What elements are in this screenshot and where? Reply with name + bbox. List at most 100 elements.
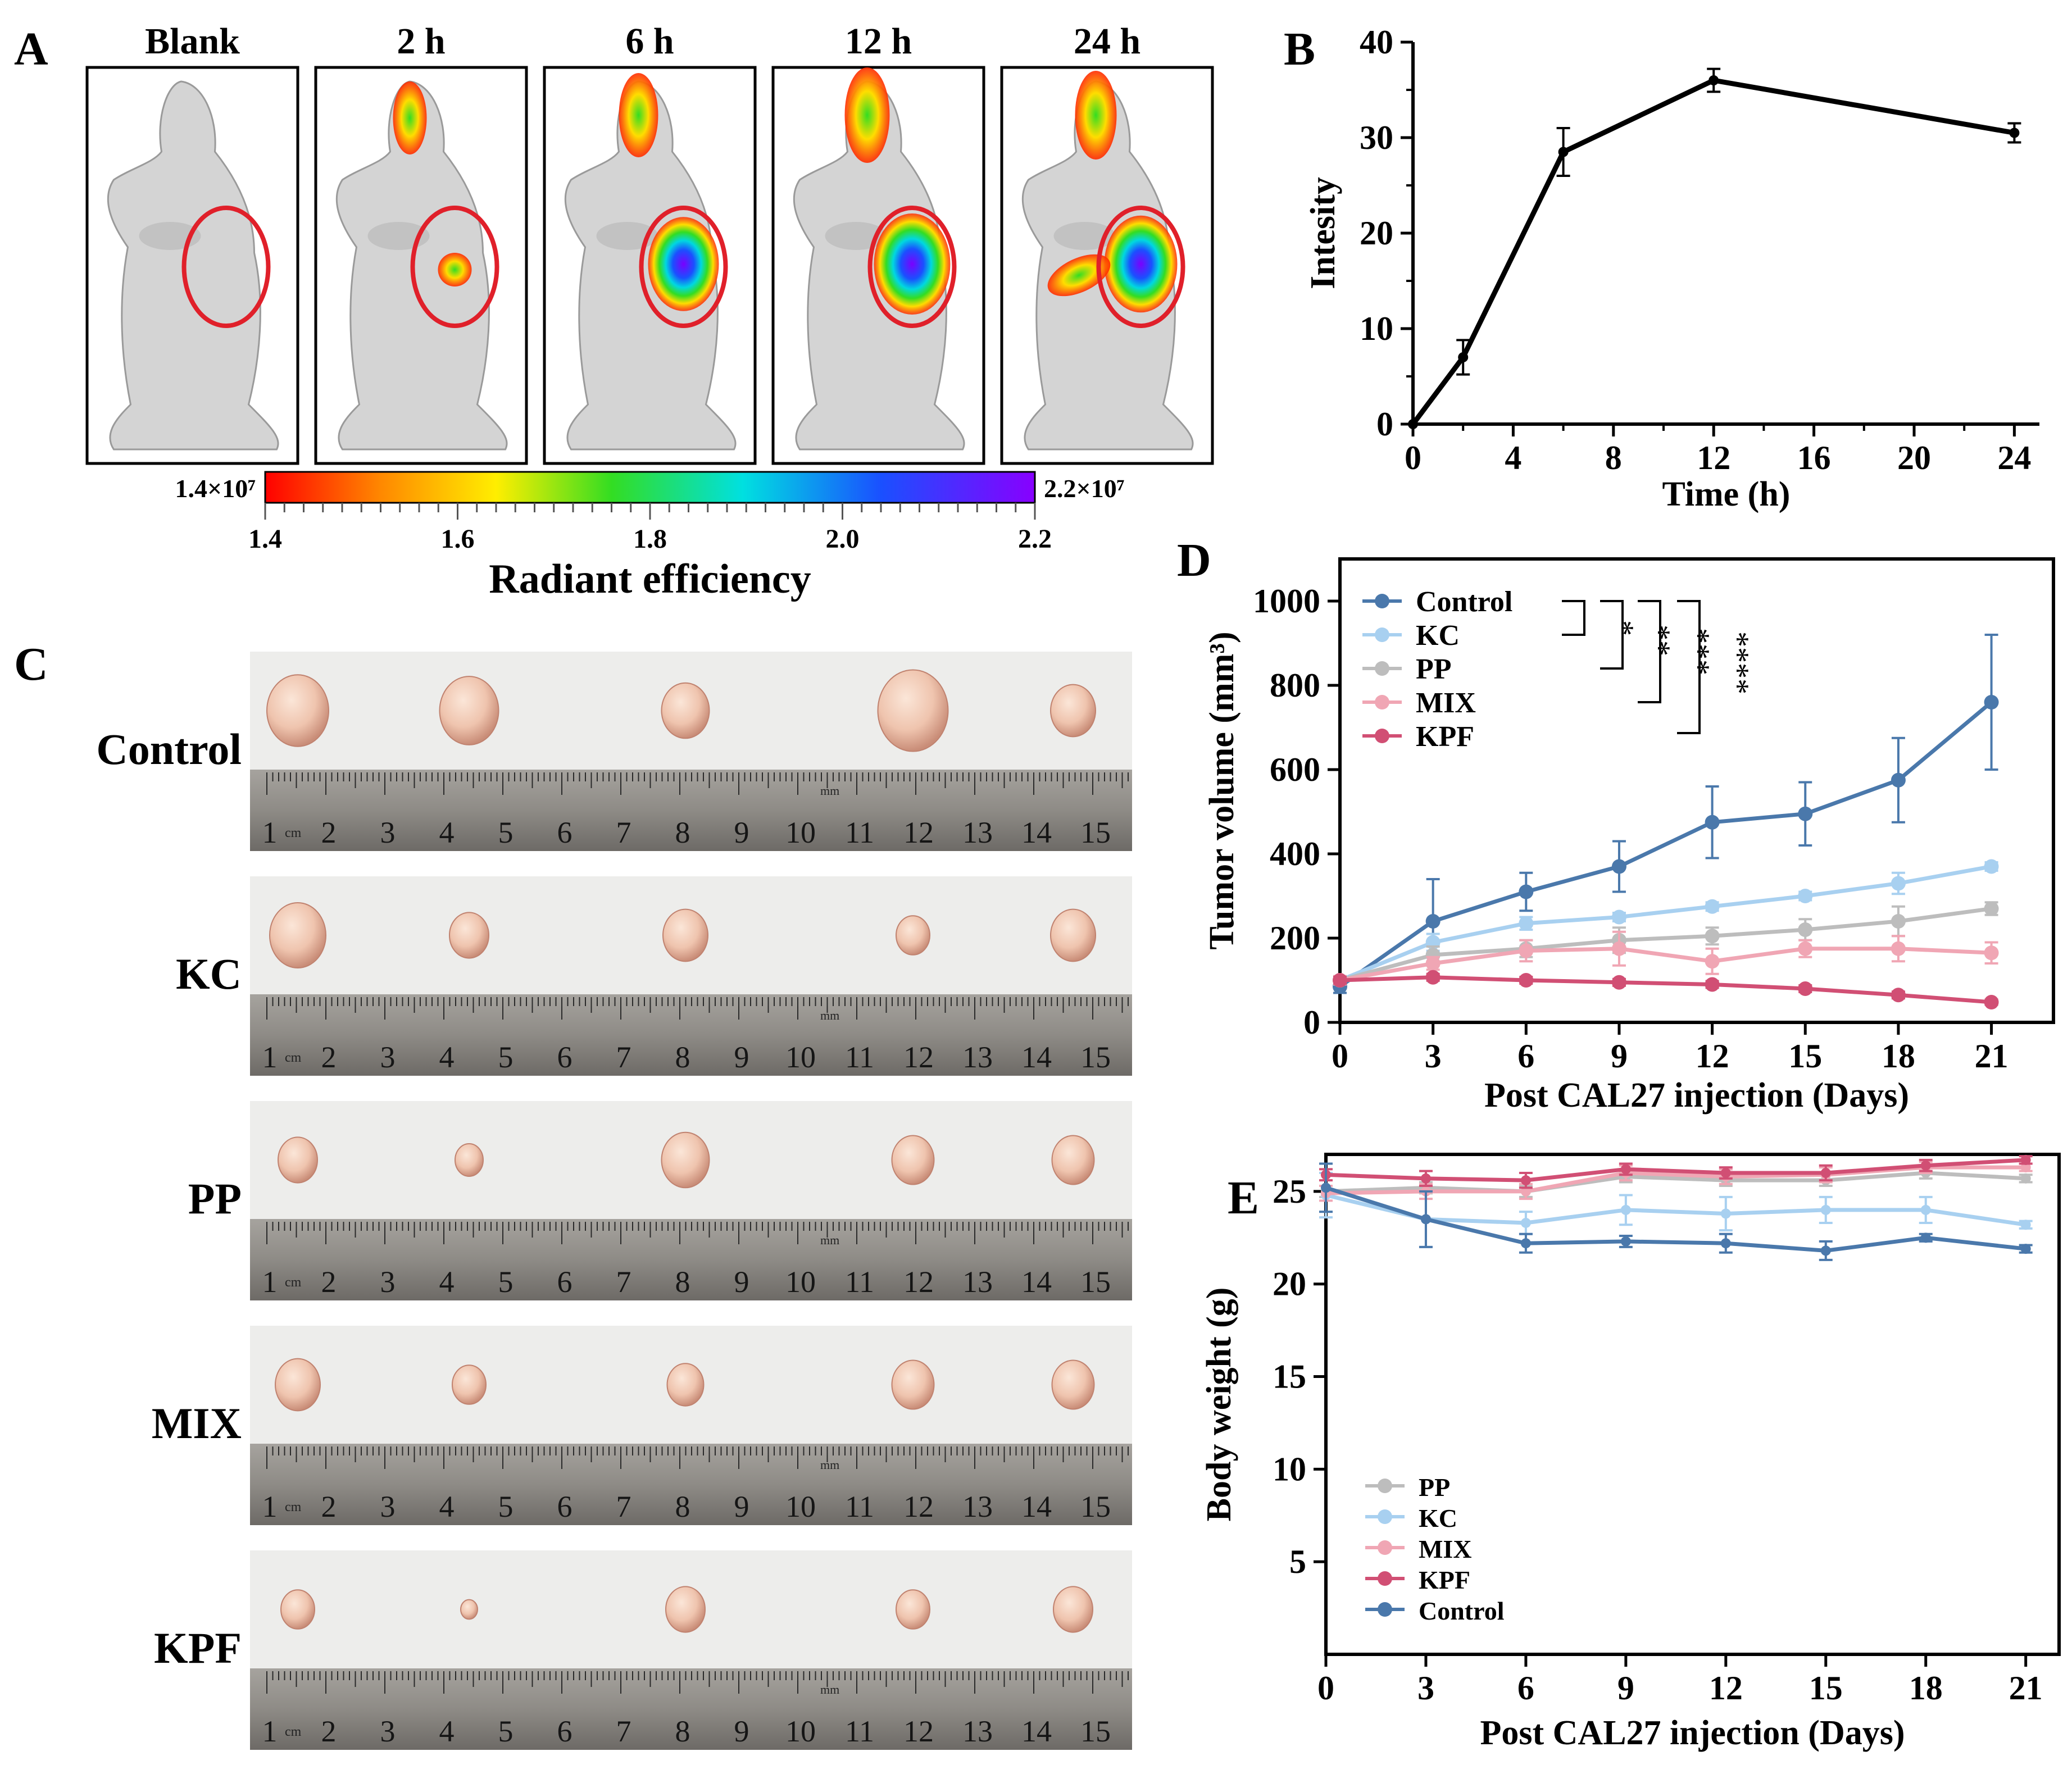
data-point bbox=[1798, 889, 1813, 903]
tumor-specimen bbox=[275, 1358, 321, 1412]
tumor-fluorescence bbox=[438, 253, 472, 286]
panel-letter-b: B bbox=[1284, 23, 1315, 75]
data-point bbox=[1520, 1217, 1531, 1228]
y-tick-label: 1000 bbox=[1253, 583, 1320, 620]
tumor-specimen bbox=[666, 1363, 705, 1407]
legend-swatch-marker bbox=[1375, 695, 1389, 709]
tumor-specimen bbox=[269, 902, 326, 968]
ruler-number: 11 bbox=[845, 1714, 874, 1748]
ruler-number: 14 bbox=[1021, 1490, 1052, 1523]
mouse-body bbox=[335, 80, 508, 451]
ruler-number: 11 bbox=[845, 1040, 874, 1074]
ruler-number: 15 bbox=[1080, 1040, 1111, 1074]
data-point bbox=[1611, 859, 1626, 874]
data-point bbox=[1520, 1186, 1531, 1197]
group-label: KC bbox=[176, 949, 242, 998]
ruler-number: 4 bbox=[439, 1265, 455, 1299]
timepoint-label: 6 h bbox=[625, 21, 674, 62]
legend-swatch-marker bbox=[1378, 1540, 1392, 1555]
data-point bbox=[1558, 147, 1569, 157]
tumor-specimen bbox=[662, 908, 708, 962]
data-point bbox=[1820, 1245, 1831, 1256]
ruler-number: 1 bbox=[262, 1040, 278, 1074]
tumor-fluorescence bbox=[648, 217, 719, 311]
ruler-unit-cm: cm bbox=[285, 1050, 302, 1065]
data-point bbox=[1984, 945, 1999, 961]
ruler-number: 13 bbox=[962, 1490, 993, 1523]
x-tick-label: 20 bbox=[1897, 439, 1931, 476]
data-point bbox=[2020, 1162, 2031, 1173]
series-line-pp bbox=[1339, 907, 1992, 982]
series-line-kc bbox=[1339, 865, 1992, 982]
ruler-unit-mm: mm bbox=[820, 1233, 839, 1247]
ruler-number: 11 bbox=[845, 816, 874, 849]
ruler bbox=[250, 770, 1132, 851]
data-point bbox=[1611, 941, 1626, 956]
x-tick-label: 12 bbox=[1709, 1670, 1743, 1707]
x-tick-label: 18 bbox=[1882, 1038, 1915, 1075]
legend-label: KPF bbox=[1416, 721, 1474, 753]
ruler-number: 12 bbox=[903, 816, 934, 849]
significance-bracket bbox=[1600, 600, 1624, 670]
ruler-number: 8 bbox=[675, 1265, 690, 1299]
panel-b: B 0 4 8 12 16 20 24 0 10 20 30 40 Time (h) Intesity bbox=[1284, 23, 2039, 513]
data-point bbox=[1798, 941, 1813, 956]
series-line-control bbox=[1325, 1185, 2026, 1253]
tumor-specimen bbox=[455, 1143, 484, 1177]
panel-letter-a: A bbox=[14, 23, 48, 75]
ruler-number: 11 bbox=[845, 1490, 874, 1523]
tumor-specimen bbox=[460, 1599, 478, 1620]
tumor-specimen bbox=[439, 676, 499, 745]
ruler-number: 7 bbox=[616, 1040, 631, 1074]
colorbar-tick-label: 1.4 bbox=[248, 524, 282, 554]
data-point bbox=[2009, 128, 2020, 138]
series-line-kc bbox=[1325, 1193, 2026, 1227]
ruler-unit-cm: cm bbox=[285, 1500, 302, 1514]
legend-swatch-marker bbox=[1378, 1602, 1392, 1617]
tumor-ring bbox=[1096, 206, 1185, 328]
ruler-number: 9 bbox=[734, 1714, 749, 1748]
head-fluorescence bbox=[1075, 71, 1117, 160]
plot-frame bbox=[1338, 557, 2055, 1024]
panel-a: A Blank 2 h 6 h 12 h 24 h 1.4×10⁷ 2.2×10⁷ 1.… bbox=[14, 21, 1214, 602]
ruler-number: 3 bbox=[380, 1265, 396, 1299]
series-line-control bbox=[1338, 700, 1993, 989]
x-tick-label: 0 bbox=[1317, 1670, 1334, 1707]
ruler bbox=[250, 994, 1132, 1076]
x-tick-label: 12 bbox=[1697, 439, 1730, 476]
timepoint-label: 12 h bbox=[845, 21, 912, 62]
x-tick-label: 6 bbox=[1517, 1670, 1534, 1707]
colorbar-tick-label: 2.2 bbox=[1018, 524, 1052, 554]
tumor-specimen bbox=[891, 1359, 935, 1410]
y-tick-label: 10 bbox=[1273, 1450, 1306, 1488]
significance-stars: **** bbox=[1720, 631, 1755, 694]
ruler-number: 2 bbox=[321, 1714, 337, 1748]
x-tick-label: 9 bbox=[1617, 1670, 1634, 1707]
y-axis-title: Body weight (g) bbox=[1200, 1288, 1238, 1522]
ruler-unit-mm: mm bbox=[820, 1008, 839, 1022]
legend-label: PP bbox=[1416, 653, 1452, 685]
ruler-number: 3 bbox=[380, 1490, 396, 1523]
data-point bbox=[2020, 1220, 2031, 1230]
ruler-number: 1 bbox=[262, 816, 278, 849]
significance-bracket bbox=[1562, 600, 1585, 636]
data-point bbox=[1920, 1204, 1931, 1215]
data-point bbox=[1798, 806, 1813, 821]
series-line-mix bbox=[1339, 947, 1992, 982]
y-tick-label: 0 bbox=[1303, 1004, 1320, 1041]
plot-frame bbox=[1324, 1153, 2061, 1656]
data-point bbox=[1720, 1208, 1731, 1219]
tumor-specimen bbox=[877, 669, 949, 752]
ruler-number: 13 bbox=[962, 816, 993, 849]
colorbar-tick-label: 2.0 bbox=[826, 524, 860, 554]
data-point bbox=[1798, 922, 1813, 937]
data-point bbox=[1420, 1214, 1431, 1225]
ruler-number: 7 bbox=[616, 816, 631, 849]
ruler bbox=[250, 1219, 1132, 1300]
legend-swatch-marker bbox=[1378, 1571, 1392, 1586]
ruler-number: 9 bbox=[734, 816, 749, 849]
tumor-specimen bbox=[1053, 1586, 1093, 1633]
data-point bbox=[1720, 1167, 1731, 1178]
ruler-number: 1 bbox=[262, 1714, 278, 1748]
